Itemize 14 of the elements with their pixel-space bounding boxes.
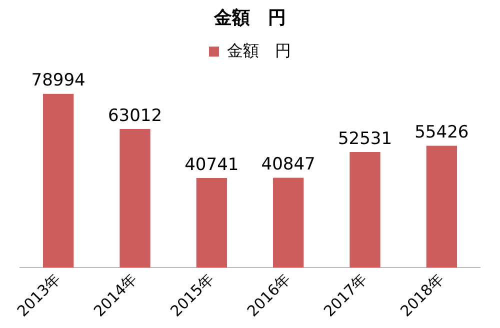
data-label: 63012: [108, 106, 162, 126]
data-label: 40847: [261, 154, 316, 175]
bar: [43, 94, 74, 268]
legend-label: 金額 円: [227, 40, 291, 60]
bar: [426, 146, 457, 268]
bar: [196, 178, 227, 268]
bar: [350, 152, 380, 268]
data-label: 78994: [31, 70, 86, 91]
chart-title: 金額 円: [213, 7, 286, 28]
bar: [273, 178, 304, 268]
bar: [120, 128, 150, 268]
data-label: 40741: [184, 154, 239, 175]
data-label: 55426: [414, 122, 469, 143]
data-label: 52531: [338, 128, 392, 149]
